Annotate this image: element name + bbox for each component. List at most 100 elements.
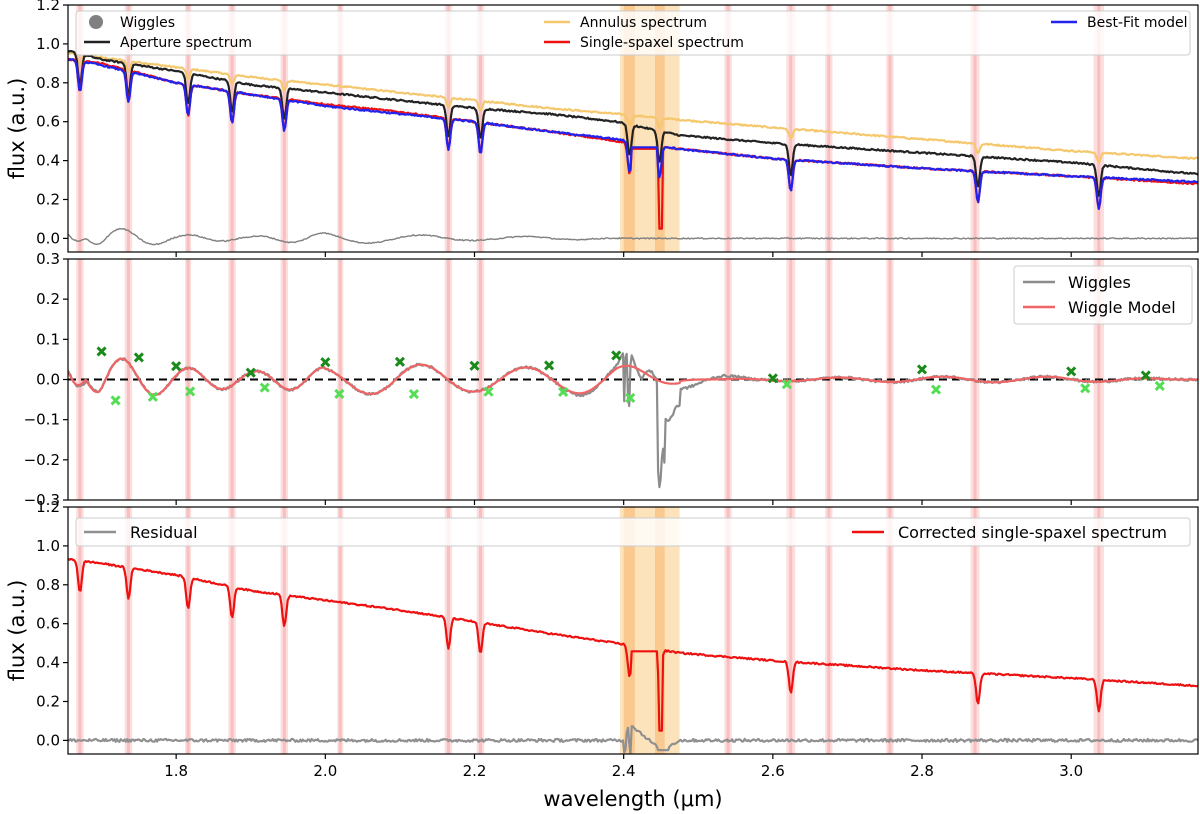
gap-region-core	[623, 507, 635, 754]
masked-region	[124, 5, 133, 252]
masked-region	[476, 507, 485, 754]
masked-region-core	[126, 259, 130, 500]
masked-region	[124, 259, 133, 500]
masked-region	[185, 507, 192, 754]
marker-x	[781, 379, 792, 390]
masked-region	[280, 259, 289, 500]
axes-frame	[67, 4, 1199, 253]
series-corrected-single-spaxel-spectrum	[68, 557, 1198, 732]
masked-region	[228, 259, 236, 500]
marker-x	[320, 357, 331, 368]
masked-region-core	[827, 507, 831, 754]
masked-region-core	[888, 5, 892, 252]
y-tick-label: 0.6	[36, 113, 60, 131]
masked-region-core	[973, 5, 977, 252]
x-tick-label: 1.8	[164, 762, 188, 780]
masked-region-core	[338, 5, 342, 252]
wiggle-extremum-marker	[1066, 366, 1091, 394]
masked-region-core	[789, 5, 793, 252]
y-tick-label: −0.2	[24, 451, 60, 469]
y-tick-label: 0.3	[36, 250, 60, 268]
masked-region-core	[282, 507, 286, 754]
masked-region	[1093, 507, 1105, 754]
plot-area-middle	[68, 259, 1198, 500]
y-tick-label: 0.2	[36, 290, 60, 308]
series-wiggle-model	[68, 357, 1198, 396]
marker-x	[394, 356, 405, 367]
series-annulus-spectrum	[68, 51, 1198, 163]
masked-region	[724, 507, 732, 754]
legend-label: Best-Fit model	[1087, 15, 1188, 31]
wiggle-extremum-marker	[320, 357, 345, 399]
masked-region	[185, 5, 192, 252]
gap-region	[619, 507, 680, 754]
legend-label: Single-spaxel spectrum	[580, 35, 744, 51]
masked-region	[724, 5, 732, 252]
masked-region-core	[126, 5, 130, 252]
y-tick-label: 1.0	[36, 35, 60, 53]
legend-box	[1013, 265, 1193, 325]
masked-region-core	[282, 259, 286, 500]
y-tick-label: −0.3	[24, 491, 60, 509]
y-tick-label: 0.1	[36, 330, 60, 348]
y-tick-label: 1.0	[36, 537, 60, 555]
masked-region	[444, 5, 453, 252]
marker-x	[96, 346, 107, 357]
masked-region-core	[726, 5, 730, 252]
masked-region	[124, 507, 133, 754]
marker-x	[767, 373, 778, 384]
y-axis-label: flux (a.u.)	[5, 580, 29, 682]
masked-region	[786, 507, 796, 754]
y-tick-label: 0.4	[36, 152, 60, 170]
masked-region	[228, 507, 236, 754]
legend-label: Wiggles	[1068, 273, 1131, 292]
wiggle-extremum-marker	[245, 367, 270, 393]
masked-region	[825, 5, 833, 252]
masked-region	[1093, 5, 1105, 252]
wiggle-extremum-marker	[611, 350, 636, 404]
masked-region	[786, 5, 796, 252]
masked-region-core	[230, 259, 234, 500]
wiggle-extremum-marker	[96, 346, 121, 406]
marker-x	[469, 360, 480, 371]
marker-x	[147, 391, 158, 402]
masked-region-core	[230, 5, 234, 252]
y-tick-label: 1.2	[36, 498, 60, 516]
gap-region-core	[655, 507, 665, 754]
masked-region-core	[726, 507, 730, 754]
series-best-fit-model	[68, 58, 1198, 210]
legend-bottom: Residual Corrected single-spaxel spectrum	[75, 517, 1191, 547]
legend-label: Corrected single-spaxel spectrum	[898, 523, 1167, 542]
y-tick-label: 0.0	[36, 371, 60, 389]
masked-region	[886, 507, 894, 754]
masked-region-core	[1097, 5, 1101, 252]
marker-x	[185, 386, 196, 397]
masked-region-core	[973, 507, 977, 754]
panel-middle: −0.3 −0.2 −0.1 0.0 0.1 0.2 0.3 Wiggles Wiggle Mo…	[24, 250, 1199, 509]
masked-region	[444, 507, 453, 754]
masked-region	[970, 507, 980, 754]
legend-label: Residual	[130, 523, 198, 542]
masked-region-core	[230, 507, 234, 754]
y-tick-label: −0.1	[24, 411, 60, 429]
y-tick-label: 0.4	[36, 654, 60, 672]
legend-box	[75, 517, 1191, 547]
masked-region-core	[78, 259, 82, 500]
panel-top: 0.0 0.2 0.4 0.6 0.8 1.0 1.2 flux (a.u.) Wiggles A…	[5, 0, 1199, 257]
masked-region	[337, 507, 344, 754]
marker-x	[259, 382, 270, 393]
marker-x	[110, 395, 121, 406]
marker-x	[245, 367, 256, 378]
x-axis-label: wavelength (μm)	[543, 787, 722, 811]
marker-x	[558, 386, 569, 398]
wiggle-extremum-marker	[544, 360, 569, 398]
masked-region	[825, 507, 833, 754]
masked-region-core	[789, 507, 793, 754]
masked-region-core	[338, 259, 342, 500]
y-tick-label: 0.2	[36, 692, 60, 710]
axes-frame	[67, 506, 1199, 755]
marker-x	[133, 352, 144, 363]
y-tick-label: 0.0	[36, 731, 60, 749]
legend-label: Aperture spectrum	[120, 35, 252, 51]
